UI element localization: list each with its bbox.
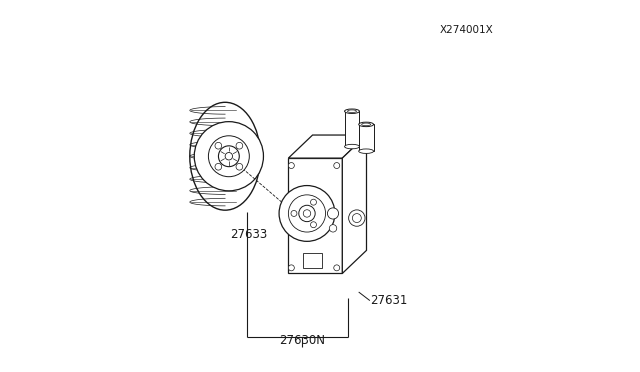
Ellipse shape [358,149,374,153]
Circle shape [225,153,232,160]
Circle shape [334,163,340,169]
Circle shape [299,205,315,222]
Ellipse shape [344,109,360,113]
Ellipse shape [348,110,356,113]
Circle shape [236,163,243,170]
Ellipse shape [190,102,260,210]
Circle shape [303,210,310,217]
Circle shape [310,199,316,205]
Circle shape [310,222,316,228]
Polygon shape [358,124,374,151]
Circle shape [289,195,326,232]
Text: 27631: 27631 [370,294,407,307]
Polygon shape [289,135,367,158]
Circle shape [279,186,335,241]
Polygon shape [289,158,342,273]
Polygon shape [344,111,360,147]
Text: X274001X: X274001X [439,25,493,35]
Circle shape [218,146,239,167]
Ellipse shape [344,144,360,149]
Circle shape [195,122,264,191]
Circle shape [215,142,221,149]
Polygon shape [342,135,367,273]
Circle shape [289,265,294,271]
Circle shape [328,208,339,219]
Circle shape [291,211,297,217]
Circle shape [349,210,365,226]
Circle shape [353,214,362,222]
Ellipse shape [362,123,371,126]
Circle shape [289,163,294,169]
Circle shape [209,136,250,177]
Ellipse shape [358,122,374,126]
Circle shape [330,225,337,232]
Circle shape [215,163,221,170]
Text: 27633: 27633 [230,228,268,241]
Circle shape [334,265,340,271]
Text: 27630N: 27630N [279,334,325,347]
Polygon shape [303,253,322,268]
Circle shape [236,142,243,149]
